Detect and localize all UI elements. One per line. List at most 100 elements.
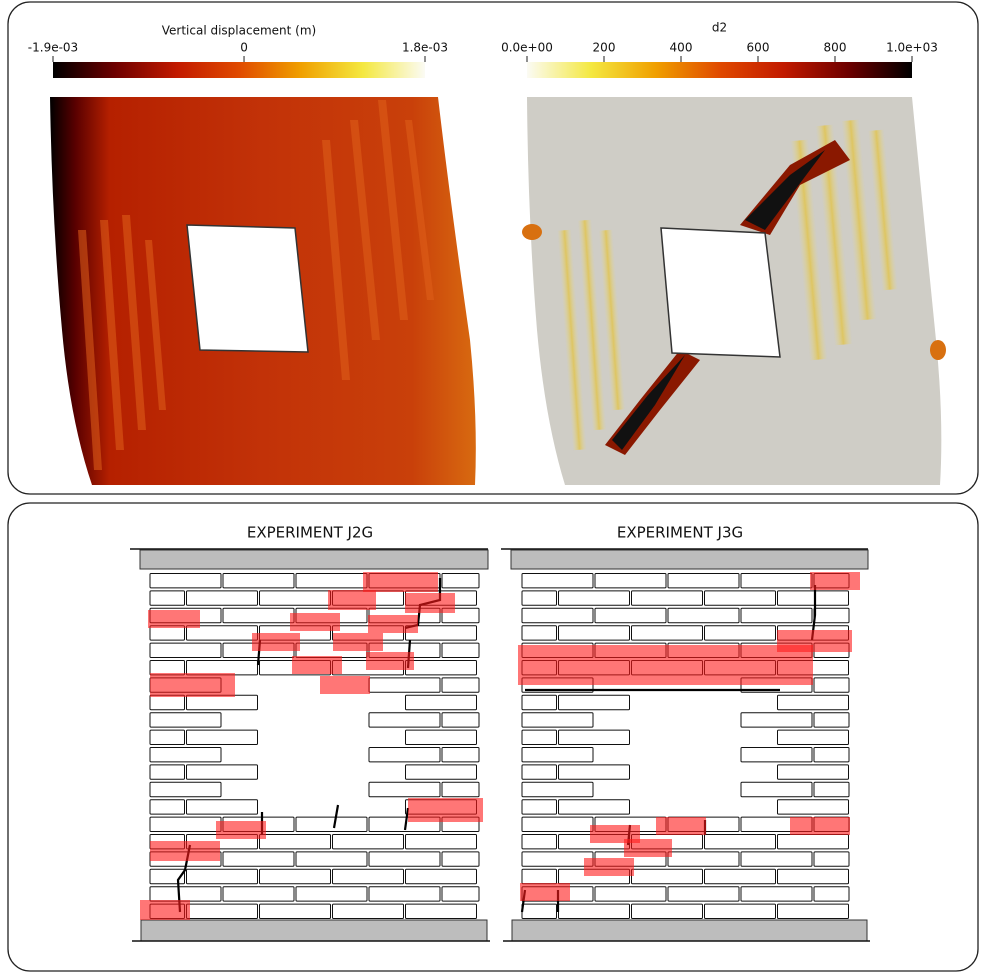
damage-highlight [320,676,370,694]
brick [777,834,849,850]
colorbar-tick-label: 1.8e-03 [402,41,448,55]
brick [368,781,441,798]
brick [521,781,594,798]
damage-highlight [656,817,706,835]
brick [441,642,480,658]
brick [813,677,850,693]
brick [521,729,557,745]
brick [521,590,557,606]
brick [259,590,331,606]
damage-highlight [368,615,418,633]
brick [186,729,258,745]
colorbars: Vertical displacement (m) -1.9e-03 0 1.8e-0… [28,21,938,78]
experiment-title: EXPERIMENT J3G [617,524,743,542]
brick [405,903,477,919]
brick [222,573,295,589]
brick [594,573,667,589]
brick [441,886,480,902]
brick [813,851,850,867]
brick [558,694,630,711]
brick [405,729,477,745]
brick [704,625,776,641]
brick [594,607,667,624]
brick [521,607,594,624]
damage-highlight [520,883,570,901]
colorbar-tick-label: 600 [747,41,770,55]
damage-highlight [290,613,340,631]
brick [441,747,480,763]
brick [186,660,258,676]
brick [558,764,630,780]
brick [813,712,850,728]
brick [368,886,441,902]
damage-highlight [363,572,438,592]
brick [667,886,740,902]
brick [667,573,740,589]
brick [631,868,703,885]
brick [222,607,295,624]
brick [521,625,557,641]
damage-highlight [216,821,266,839]
brick [405,764,477,780]
brick [777,903,849,919]
brick [704,834,776,850]
brick [521,834,557,850]
brick [667,851,740,867]
brick [441,781,480,798]
brick [558,903,630,919]
displacement-field [50,97,476,485]
brick [405,660,477,676]
brick [186,903,258,919]
brick [405,834,477,850]
brick [777,694,849,711]
brick [186,590,258,606]
brick [186,868,258,885]
colorbar [53,62,425,78]
brick [521,573,594,589]
brick [186,625,258,641]
brick [777,729,849,745]
brick [332,903,404,919]
brick [777,764,849,780]
experiment-title: EXPERIMENT J2G [247,524,373,542]
bottom-beam [140,919,488,942]
bottom-beam [511,919,868,942]
brick [558,729,630,745]
brick [558,590,630,606]
brick [149,816,222,832]
brick [740,712,813,728]
brick [149,712,222,728]
brick [149,868,185,885]
brick [441,677,480,693]
brick [441,573,480,589]
brick [149,886,222,902]
brick [521,851,594,867]
brick [740,607,813,624]
brick [149,729,185,745]
brick [813,607,850,624]
brick [222,886,295,902]
brick [740,747,813,763]
panel-frame [7,502,979,972]
damage-highlight [333,633,383,651]
colorbar-tick-label: 400 [670,41,693,55]
brick [149,590,185,606]
brick [368,677,441,693]
damage-highlight [252,633,300,651]
damage-highlight [590,825,640,843]
brick [441,712,480,728]
damage-highlight [518,645,813,685]
brick [631,903,703,919]
damage-highlight [148,610,200,628]
damage-highlight [405,593,455,613]
brick [521,903,557,919]
damage-highlight [584,858,634,876]
damage-highlight [790,817,850,835]
brick [149,642,222,658]
brick [521,816,594,832]
brick [521,747,594,763]
colorbar-tick-label: 800 [824,41,847,55]
brick [149,747,222,763]
